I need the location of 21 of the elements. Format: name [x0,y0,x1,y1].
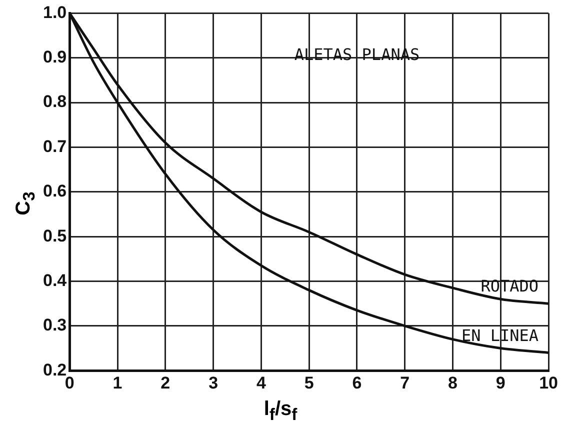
x-tick-label: 4 [256,373,266,392]
x-tick-label: 0 [64,373,74,392]
x-axis-title: l$_{f}$/s$_{f}$ [262,398,298,425]
y-tick-label: 0.6 [42,182,67,201]
y-tick-label: 0.8 [42,92,67,112]
x-tick-label: 5 [304,373,314,392]
y-tick-label: 0.3 [42,316,67,335]
y-tick-label: 0.9 [42,48,67,67]
x-tick-label: 3 [208,373,218,392]
y-tick-label: 0.2 [42,360,67,380]
y-tick-label: 1.0 [42,2,67,22]
x-tick-label: 10 [539,373,558,392]
y-tick-label: 0.5 [42,226,67,246]
x-tick-label: 7 [400,373,410,392]
x-tick-label: 9 [496,373,506,392]
x-tick-label: 1 [112,373,122,392]
x-tick-label: 6 [352,373,362,392]
y-tick-label: 0.7 [42,136,67,156]
y-tick-label: 0.4 [42,270,68,290]
x-tick-label: 8 [448,373,458,392]
x-tick-label: 2 [160,373,170,392]
